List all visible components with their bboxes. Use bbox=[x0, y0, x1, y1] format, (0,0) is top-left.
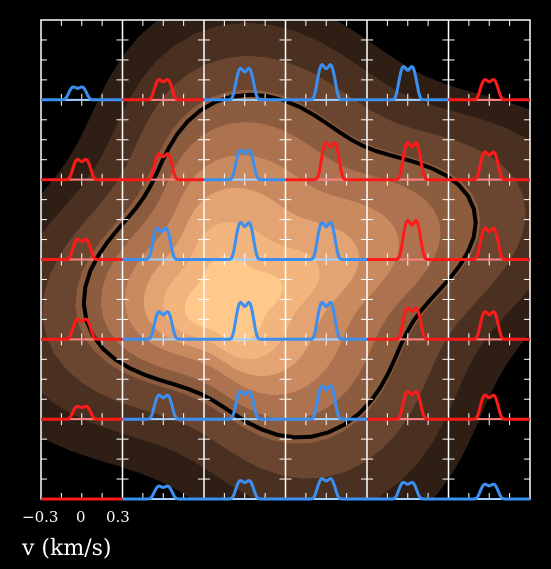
line-profile bbox=[285, 477, 368, 501]
line-profile bbox=[122, 78, 205, 102]
line-profile bbox=[285, 300, 368, 341]
line-profile bbox=[366, 480, 449, 501]
line-profile bbox=[122, 226, 205, 261]
line-profile bbox=[285, 141, 368, 182]
line-profile bbox=[366, 389, 449, 421]
line-profile bbox=[40, 317, 123, 341]
line-profile bbox=[122, 152, 205, 182]
line-profile bbox=[366, 306, 449, 341]
line-profile bbox=[448, 226, 531, 261]
line-profiles bbox=[40, 63, 531, 501]
x-tick-label-neg: −0.3 bbox=[22, 508, 59, 526]
contour-level bbox=[184, 256, 283, 342]
line-profile bbox=[203, 148, 286, 182]
line-profile bbox=[285, 63, 368, 102]
line-profile bbox=[448, 310, 531, 341]
line-profile bbox=[448, 150, 531, 182]
line-profile bbox=[203, 300, 286, 341]
line-profile bbox=[122, 310, 205, 341]
x-tick-label-pos: 0.3 bbox=[106, 508, 130, 526]
line-profile bbox=[203, 66, 286, 102]
line-profile bbox=[285, 221, 368, 261]
line-profile bbox=[366, 219, 449, 261]
line-profile bbox=[203, 479, 286, 501]
line-profile bbox=[40, 157, 123, 182]
line-profile bbox=[448, 393, 531, 421]
line-profile bbox=[448, 482, 531, 501]
line-profile bbox=[448, 78, 531, 102]
x-tick-label-zero: 0 bbox=[76, 508, 86, 526]
line-profile bbox=[203, 389, 286, 421]
line-profile bbox=[40, 85, 123, 102]
x-axis-label: v (km/s) bbox=[22, 536, 112, 561]
line-profile bbox=[285, 384, 368, 421]
intensity-contour-map bbox=[41, 20, 530, 499]
line-profile bbox=[40, 404, 123, 421]
line-profile bbox=[203, 221, 286, 261]
line-profile bbox=[366, 141, 449, 182]
line-profile bbox=[40, 237, 123, 261]
line-profile bbox=[122, 484, 205, 501]
line-profile bbox=[366, 65, 449, 102]
line-profile bbox=[122, 393, 205, 421]
